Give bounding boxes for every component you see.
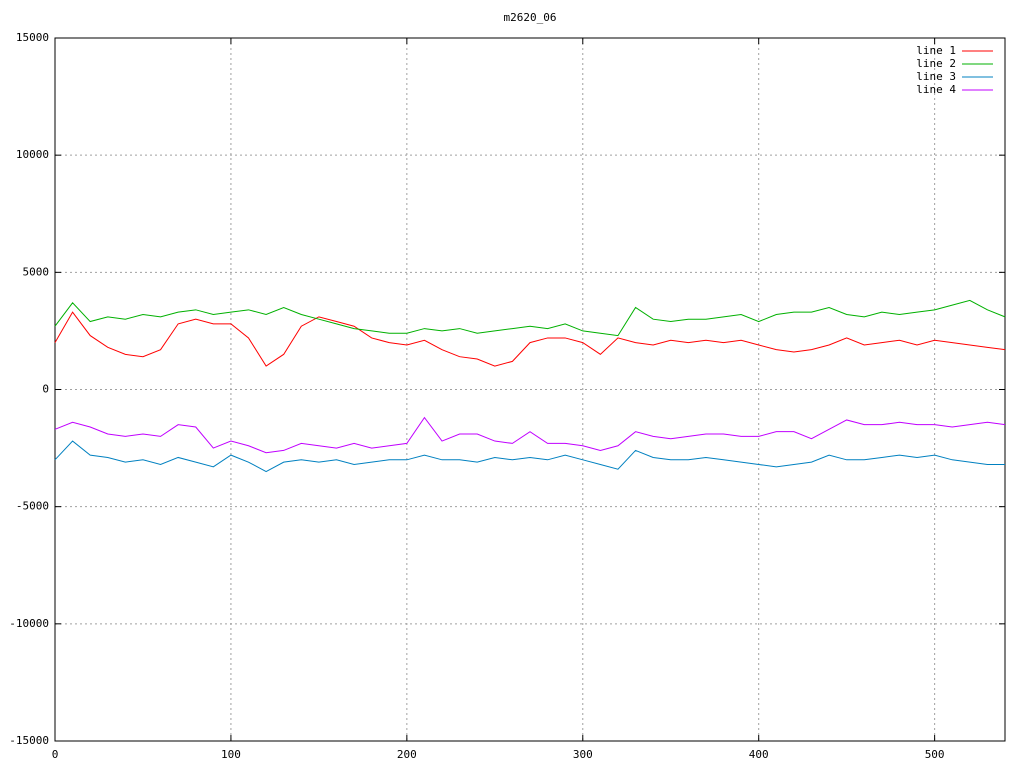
y-tick-label: -10000 [9,617,49,630]
y-tick-label: 10000 [16,148,49,161]
y-tick-label: 5000 [23,265,50,278]
plot-frame [54,37,1006,742]
legend-label: line 4 [916,83,956,96]
data-line [54,311,1006,367]
y-tick-label: -15000 [9,734,49,747]
data-line [54,440,1005,473]
y-tick-label: 15000 [16,31,49,44]
x-tick-label: 500 [925,748,945,761]
legend-label: line 1 [916,44,956,57]
x-tick-label: 0 [52,748,59,761]
x-tick-label: 200 [397,748,417,761]
data-line [54,416,1006,454]
x-tick-label: 100 [221,748,241,761]
x-tick-label: 300 [573,748,593,761]
legend-label: line 2 [916,57,956,70]
legend-label: line 3 [916,70,956,83]
y-tick-label: -5000 [16,500,49,513]
chart-title: m2620_06 [504,11,557,24]
y-tick-label: 0 [42,383,49,396]
data-line [54,299,1006,337]
x-tick-label: 400 [749,748,769,761]
